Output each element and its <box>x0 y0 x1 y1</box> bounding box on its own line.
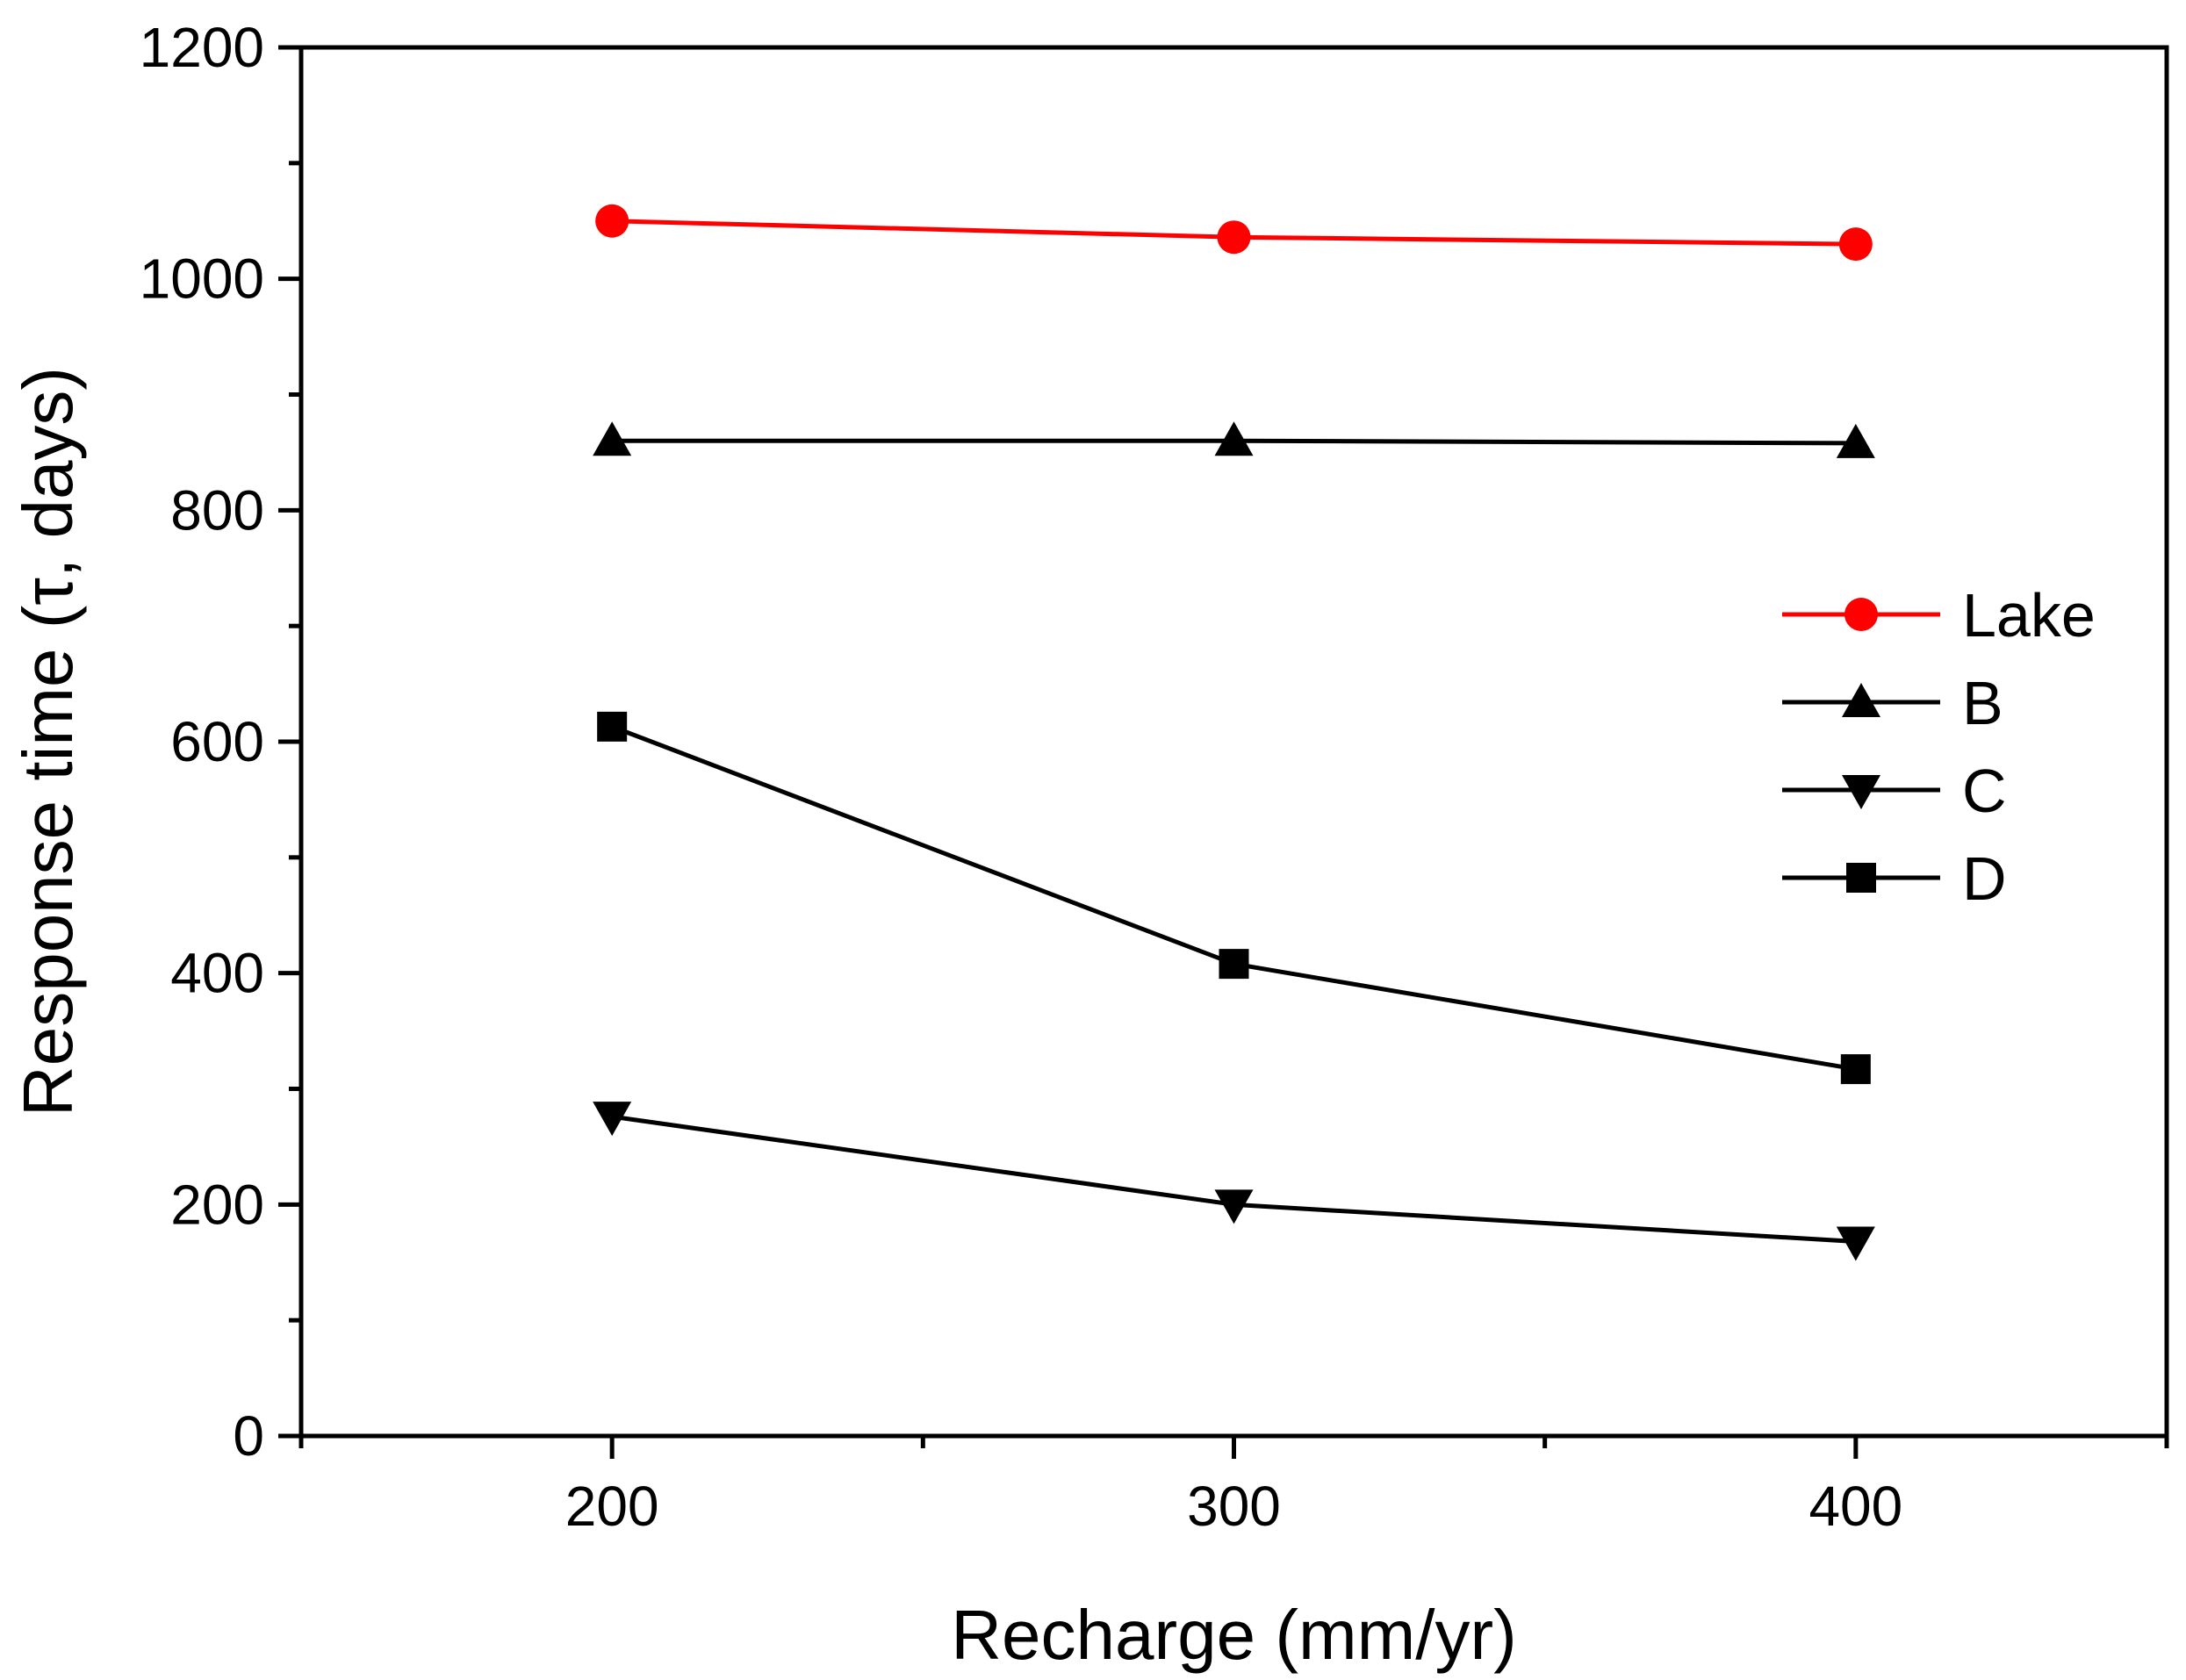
x-axis-title: Recharge (mm/yr) <box>951 1596 1517 1674</box>
legend-label-d: D <box>1962 844 2007 913</box>
data-point-d <box>1219 949 1249 980</box>
x-tick-label: 400 <box>1808 1475 1902 1538</box>
legend: Lake BCD <box>1782 581 2096 913</box>
series <box>593 204 1875 1261</box>
data-point-lake <box>1838 227 1873 262</box>
data-point-c <box>1836 1226 1875 1261</box>
series-lake <box>595 204 1873 262</box>
series-d <box>597 711 1871 1085</box>
data-point-lake <box>1217 220 1251 255</box>
data-point-lake <box>595 204 629 238</box>
legend-marker-d <box>1846 863 1876 893</box>
legend-marker-b <box>1842 683 1880 717</box>
series-b <box>593 421 1875 458</box>
y-tick-label: 1000 <box>140 248 264 311</box>
series-line-d <box>611 724 1857 1072</box>
legend-label-c: C <box>1962 757 2007 825</box>
y-tick-label: 800 <box>170 478 264 542</box>
legend-entry-c: C <box>1782 757 2007 825</box>
legend-entry-d: D <box>1782 844 2007 913</box>
data-point-d <box>1840 1054 1871 1085</box>
series-c <box>593 1102 1875 1261</box>
legend-label-lake: Lake <box>1962 581 2096 650</box>
data-point-b <box>593 421 632 456</box>
y-tick-label: 400 <box>170 942 264 1005</box>
x-tick-label: 300 <box>1187 1475 1281 1538</box>
plot-frame <box>298 45 2169 1439</box>
data-point-c <box>593 1102 632 1137</box>
y-axis-title: Response time (τ, days) <box>9 367 87 1116</box>
legend-label-b: B <box>1962 669 2003 737</box>
legend-entry-b: B <box>1782 669 2003 737</box>
axes: 0 200 400 600 800 1000 1200 200 300 400 <box>140 16 2169 1538</box>
y-tick-label: 600 <box>170 710 264 773</box>
data-point-b <box>1214 421 1254 456</box>
legend-marker-lake <box>1844 598 1878 631</box>
data-point-d <box>597 711 628 742</box>
data-point-c <box>1214 1189 1254 1224</box>
x-tick-label: 200 <box>565 1475 659 1538</box>
data-point-b <box>1836 423 1875 458</box>
legend-marker-c <box>1842 775 1880 809</box>
legend-entry-lake: Lake <box>1782 581 2096 650</box>
y-tick-label: 0 <box>233 1404 264 1468</box>
y-tick-label: 1200 <box>140 16 264 79</box>
y-tick-label: 200 <box>170 1173 264 1236</box>
